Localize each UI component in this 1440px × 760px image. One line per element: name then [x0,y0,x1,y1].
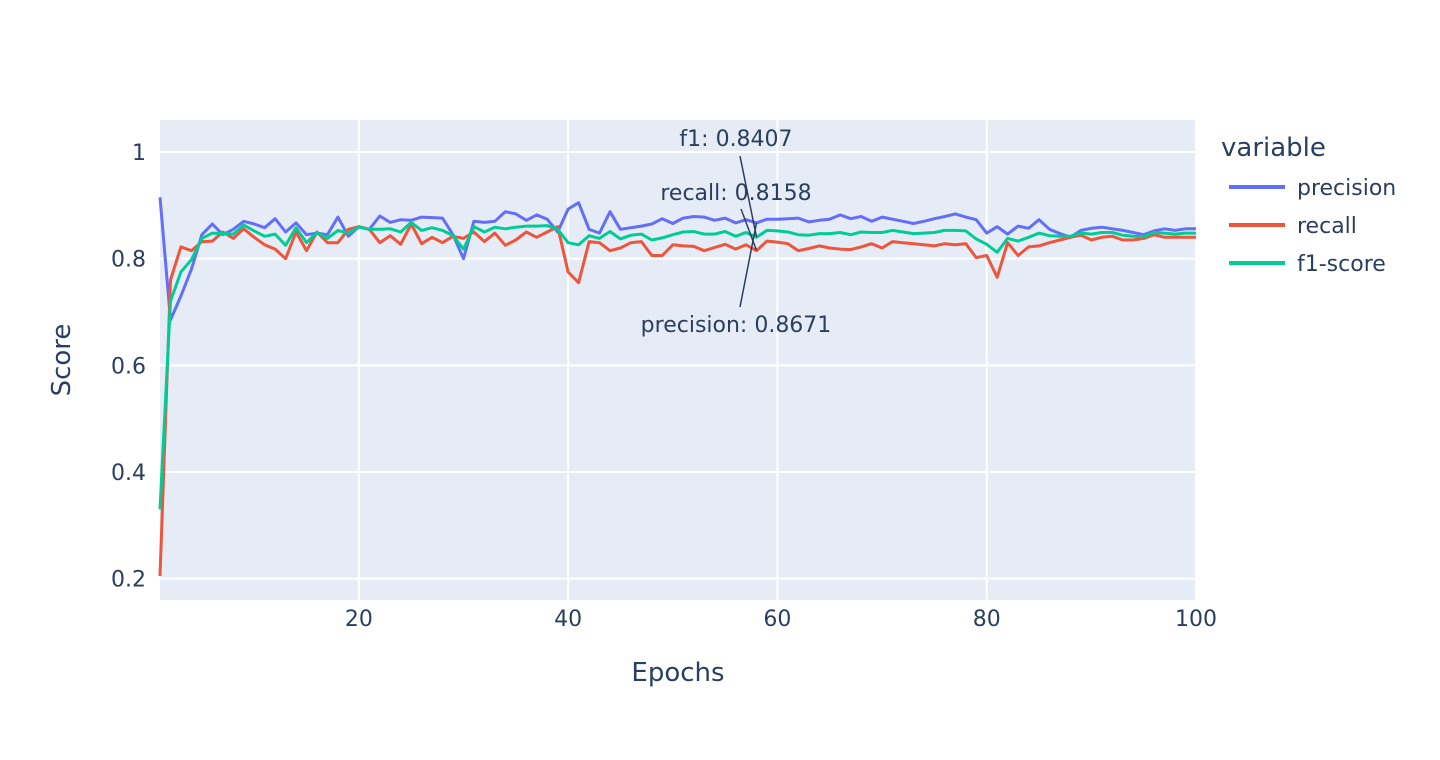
annotations: f1: 0.8407 recall: 0.8158 precision: 0.867… [641,127,832,338]
annotation-arrow-1 [740,208,758,251]
legend: variable precision recall f1-score [1221,133,1396,277]
x-tick-label-2: 60 [763,607,791,632]
annotation-arrow-0 [739,155,758,238]
x-tick-label-4: 100 [1175,607,1217,632]
y-tick-label-1: 0.4 [111,461,146,486]
legend-label-f1-score: f1-score [1297,252,1386,277]
series-line-precision [158,197,1196,322]
series-line-recall [158,222,1196,577]
annotation-label-2: precision: 0.8671 [641,313,832,338]
legend-label-precision: precision [1297,176,1396,201]
plot-background [160,120,1196,600]
grid [160,120,1197,600]
tick-labels: 0.2 0.4 0.6 0.8 1 20 40 60 80 100 [111,141,1217,632]
y-tick-label-2: 0.6 [111,354,146,379]
x-tick-label-0: 20 [345,607,373,632]
y-tick-label-0: 0.2 [111,568,146,593]
x-axis-title: Epochs [631,658,724,688]
y-tick-label-4: 1 [132,141,146,166]
legend-title: variable [1221,133,1326,163]
annotation-label-0: f1: 0.8407 [679,127,792,152]
y-tick-label-3: 0.8 [111,248,146,273]
y-axis-title: Score [47,324,77,397]
series-line-f1-score [158,220,1196,510]
legend-label-recall: recall [1297,214,1357,239]
annotation-label-1: recall: 0.8158 [660,181,811,206]
x-tick-label-1: 40 [554,607,582,632]
annotation-arrow-2 [739,222,758,308]
x-tick-label-3: 80 [973,607,1001,632]
series-lines [158,197,1196,577]
